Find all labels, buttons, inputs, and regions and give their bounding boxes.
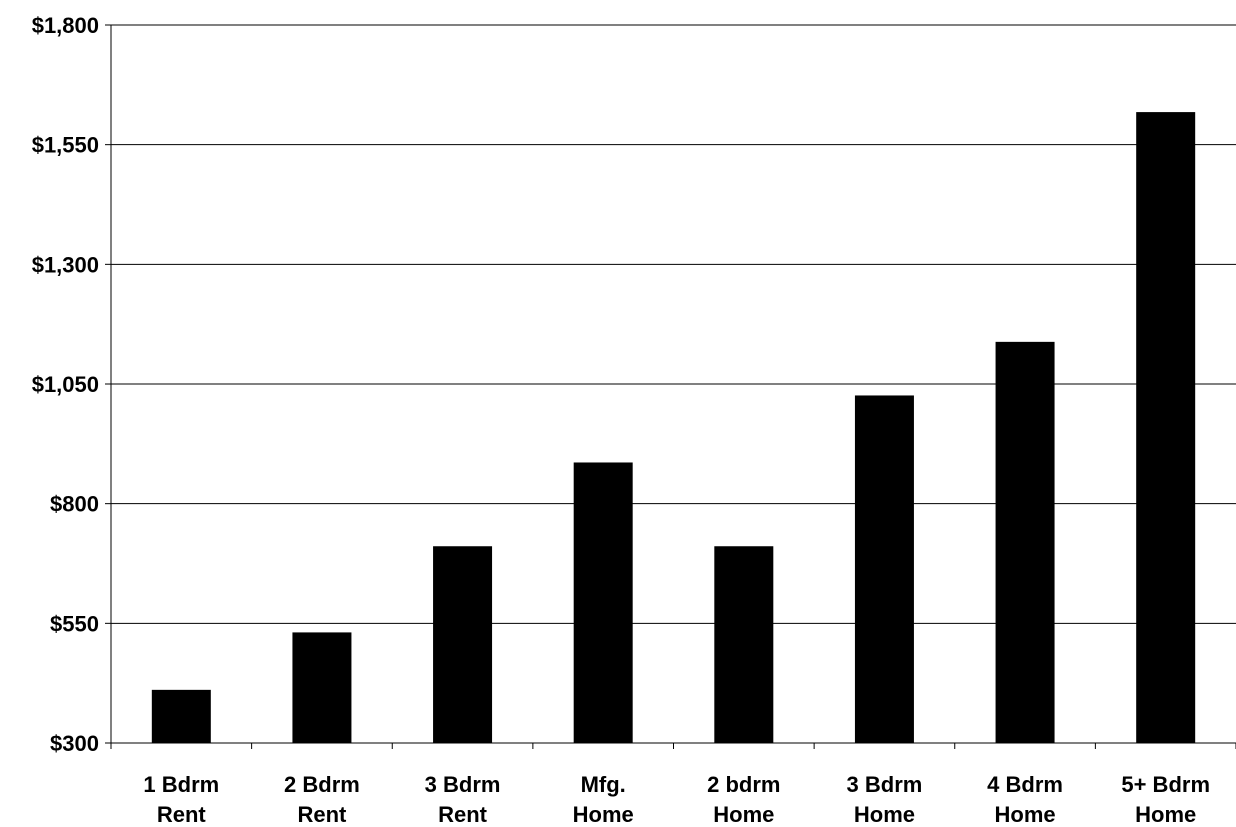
x-category-label-line: Rent [438, 802, 488, 827]
bars [151, 112, 1196, 744]
y-tick-label: $1,300 [32, 252, 99, 277]
x-category-label-line: 2 bdrm [707, 772, 780, 797]
bar [151, 689, 211, 744]
y-tick-label: $300 [50, 731, 99, 756]
bar [1136, 112, 1196, 744]
x-category-label-line: Home [854, 802, 915, 827]
bar [573, 462, 633, 744]
x-category-label-line: Rent [157, 802, 207, 827]
x-category-label: Mfg. Home [573, 772, 634, 827]
y-tick-label: $800 [50, 492, 99, 517]
x-category-label-line: 3 Bdrm [425, 772, 501, 797]
x-category-label-line: Mfg. [581, 772, 626, 797]
x-category-label: 5+ Bdrm Home [1121, 772, 1210, 827]
bar [995, 341, 1055, 744]
x-category-label: 4 Bdrm Home [987, 772, 1063, 827]
bar [292, 632, 352, 744]
y-tick-label: $1,050 [32, 372, 99, 397]
x-category-label: 2 bdrm Home [707, 772, 780, 827]
x-category-label-line: 5+ Bdrm [1121, 772, 1210, 797]
x-category-label-line: 1 Bdrm [143, 772, 219, 797]
x-category-label-line: Home [713, 802, 774, 827]
bar [714, 546, 774, 744]
gridlines [111, 24, 1236, 624]
x-category-label-line: Home [995, 802, 1056, 827]
x-category-label-line: 4 Bdrm [987, 772, 1063, 797]
x-category-label: 3 Bdrm Home [847, 772, 923, 827]
x-category-label: 2 Bdrm Rent [284, 772, 360, 827]
y-tick-label: $1,800 [32, 13, 99, 38]
x-category-label: 1 Bdrm Rent [143, 772, 219, 827]
x-category-label-line: 2 Bdrm [284, 772, 360, 797]
axes [105, 24, 1236, 749]
y-tick-label: $550 [50, 611, 99, 636]
bar [854, 395, 914, 744]
y-tick-label: $1,550 [32, 133, 99, 158]
x-category-label-line: Rent [297, 802, 347, 827]
bar [433, 546, 493, 744]
x-category-label: 3 Bdrm Rent [425, 772, 501, 827]
x-category-label-line: Home [1135, 802, 1196, 827]
x-category-label-line: Home [573, 802, 634, 827]
y-tick-labels: $300 $550 $800 $1,050 $1,300 $1,550 $1,800 [32, 13, 99, 756]
x-category-label-line: 3 Bdrm [847, 772, 923, 797]
